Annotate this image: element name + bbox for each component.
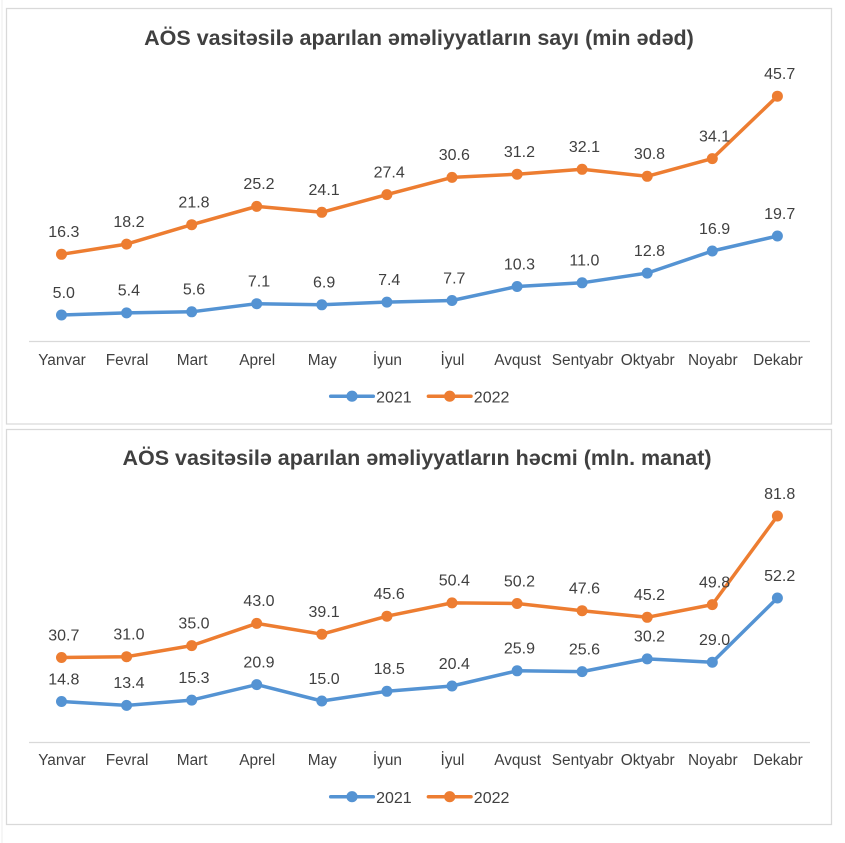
svg-text:14.8: 14.8: [48, 671, 79, 688]
svg-text:Mart: Mart: [177, 752, 209, 769]
svg-text:Aprel: Aprel: [239, 752, 275, 769]
svg-text:10.3: 10.3: [504, 256, 535, 273]
svg-text:2021: 2021: [376, 790, 412, 807]
svg-text:2021: 2021: [376, 390, 412, 407]
svg-text:Dekabr: Dekabr: [753, 352, 803, 369]
svg-text:45.2: 45.2: [634, 587, 665, 604]
svg-text:İyun: İyun: [373, 751, 402, 769]
svg-text:45.7: 45.7: [764, 66, 795, 83]
svg-text:Dekabr: Dekabr: [753, 752, 803, 769]
svg-text:39.1: 39.1: [309, 604, 340, 621]
svg-text:27.4: 27.4: [374, 164, 405, 181]
svg-text:15.3: 15.3: [178, 670, 209, 687]
svg-text:35.0: 35.0: [178, 615, 209, 632]
svg-text:12.8: 12.8: [634, 243, 665, 260]
svg-text:Mart: Mart: [177, 352, 209, 369]
svg-text:50.2: 50.2: [504, 573, 535, 590]
svg-text:25.9: 25.9: [504, 641, 535, 658]
svg-text:5.0: 5.0: [53, 285, 75, 302]
svg-text:Avqust: Avqust: [494, 752, 541, 769]
svg-text:May: May: [308, 352, 337, 369]
svg-text:52.2: 52.2: [764, 568, 795, 585]
svg-text:11.0: 11.0: [569, 253, 599, 270]
svg-text:31.2: 31.2: [504, 144, 535, 161]
svg-text:45.6: 45.6: [374, 586, 405, 603]
svg-text:15.0: 15.0: [309, 671, 340, 688]
svg-text:25.6: 25.6: [569, 641, 600, 658]
svg-text:İyun: İyun: [373, 351, 402, 369]
svg-text:81.8: 81.8: [764, 486, 795, 503]
svg-text:18.5: 18.5: [374, 661, 405, 678]
svg-text:20.4: 20.4: [439, 656, 470, 673]
svg-text:30.8: 30.8: [634, 146, 665, 163]
svg-text:AÖS vasitəsilə aparılan əməliy: AÖS vasitəsilə aparılan əməliyyatların s…: [144, 25, 694, 50]
svg-text:50.4: 50.4: [439, 573, 470, 590]
svg-text:7.7: 7.7: [443, 270, 465, 287]
svg-text:24.1: 24.1: [309, 182, 340, 199]
svg-text:47.6: 47.6: [569, 581, 600, 598]
svg-text:29.0: 29.0: [699, 632, 730, 649]
svg-text:İyul: İyul: [441, 751, 465, 769]
svg-text:18.2: 18.2: [113, 214, 144, 231]
svg-text:49.8: 49.8: [699, 574, 730, 591]
svg-text:21.8: 21.8: [178, 195, 209, 212]
svg-text:Yanvar: Yanvar: [38, 352, 86, 369]
svg-text:Oktyabr: Oktyabr: [621, 752, 675, 769]
svg-text:6.9: 6.9: [313, 275, 335, 292]
svg-text:7.1: 7.1: [248, 274, 270, 291]
svg-text:32.1: 32.1: [569, 139, 600, 156]
svg-text:20.9: 20.9: [243, 654, 274, 671]
svg-text:Noyabr: Noyabr: [688, 752, 738, 769]
svg-text:43.0: 43.0: [243, 593, 274, 610]
svg-text:Avqust: Avqust: [494, 352, 541, 369]
svg-text:Oktyabr: Oktyabr: [621, 352, 675, 369]
svg-text:AÖS vasitəsilə aparılan əməliy: AÖS vasitəsilə aparılan əməliyyatların h…: [122, 445, 711, 470]
svg-text:Fevral: Fevral: [106, 352, 149, 369]
svg-text:34.1: 34.1: [699, 128, 730, 145]
svg-text:5.4: 5.4: [118, 283, 140, 300]
svg-text:Sentyabr: Sentyabr: [552, 752, 614, 769]
svg-text:Aprel: Aprel: [239, 352, 275, 369]
svg-text:16.3: 16.3: [48, 224, 79, 241]
svg-text:31.0: 31.0: [113, 627, 144, 644]
svg-text:Fevral: Fevral: [106, 752, 149, 769]
svg-text:30.2: 30.2: [634, 629, 665, 646]
svg-text:25.2: 25.2: [243, 176, 274, 193]
svg-text:2022: 2022: [474, 790, 510, 807]
svg-text:5.6: 5.6: [183, 282, 205, 299]
svg-text:Noyabr: Noyabr: [688, 352, 738, 369]
svg-text:İyul: İyul: [441, 351, 465, 369]
svg-text:13.4: 13.4: [113, 675, 144, 692]
svg-text:7.4: 7.4: [378, 272, 400, 289]
svg-text:May: May: [308, 752, 337, 769]
svg-text:30.6: 30.6: [439, 147, 470, 164]
svg-text:19.7: 19.7: [764, 206, 795, 223]
svg-text:Yanvar: Yanvar: [38, 752, 86, 769]
svg-text:30.7: 30.7: [48, 627, 79, 644]
svg-text:Sentyabr: Sentyabr: [552, 352, 614, 369]
svg-text:2022: 2022: [474, 390, 510, 407]
svg-text:16.9: 16.9: [699, 221, 730, 238]
